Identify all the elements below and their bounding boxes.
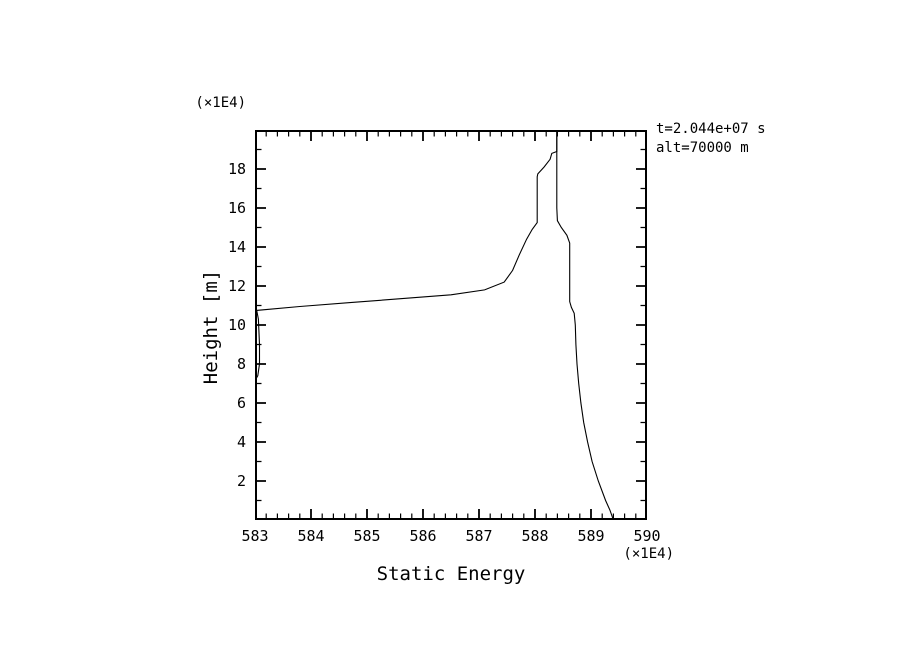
x-tick-label: 584 — [297, 527, 325, 545]
x-tick-label: 587 — [465, 527, 493, 545]
x-tick-label: 583 — [241, 527, 269, 545]
annotation-block: t=2.044e+07 s alt=70000 m — [656, 120, 766, 158]
y-tick-label: 16 — [227, 199, 246, 217]
minor-ticks — [257, 132, 645, 518]
y-tick-label: 2 — [236, 472, 246, 490]
plot-border — [255, 130, 647, 520]
x-axis-title: Static Energy — [376, 563, 526, 585]
major-ticks — [257, 132, 645, 518]
x-tick-label: 585 — [353, 527, 381, 545]
curve-right-profile — [556, 130, 614, 520]
x-tick-label: 590 — [633, 527, 661, 545]
y-tick-label: 12 — [227, 277, 246, 295]
y-tick-label: 4 — [236, 433, 246, 451]
plot-area — [255, 130, 647, 520]
plot-canvas — [255, 130, 647, 520]
annotation-altitude: alt=70000 m — [656, 140, 749, 156]
y-tick-label: 18 — [227, 160, 246, 178]
x-axis-unit-multiplier-label: (×1E4) — [623, 546, 674, 562]
y-axis-unit-multiplier-label: (×1E4) — [195, 95, 246, 111]
y-tick-label: 14 — [227, 238, 246, 256]
y-tick-label: 10 — [227, 316, 246, 334]
x-tick-label: 589 — [577, 527, 605, 545]
y-tick-label: 8 — [236, 355, 246, 373]
x-tick-label: 586 — [409, 527, 437, 545]
annotation-time: t=2.044e+07 s — [656, 121, 766, 137]
x-tick-label: 588 — [521, 527, 549, 545]
y-tick-label: 6 — [236, 394, 246, 412]
curve-left-profile — [255, 130, 558, 381]
